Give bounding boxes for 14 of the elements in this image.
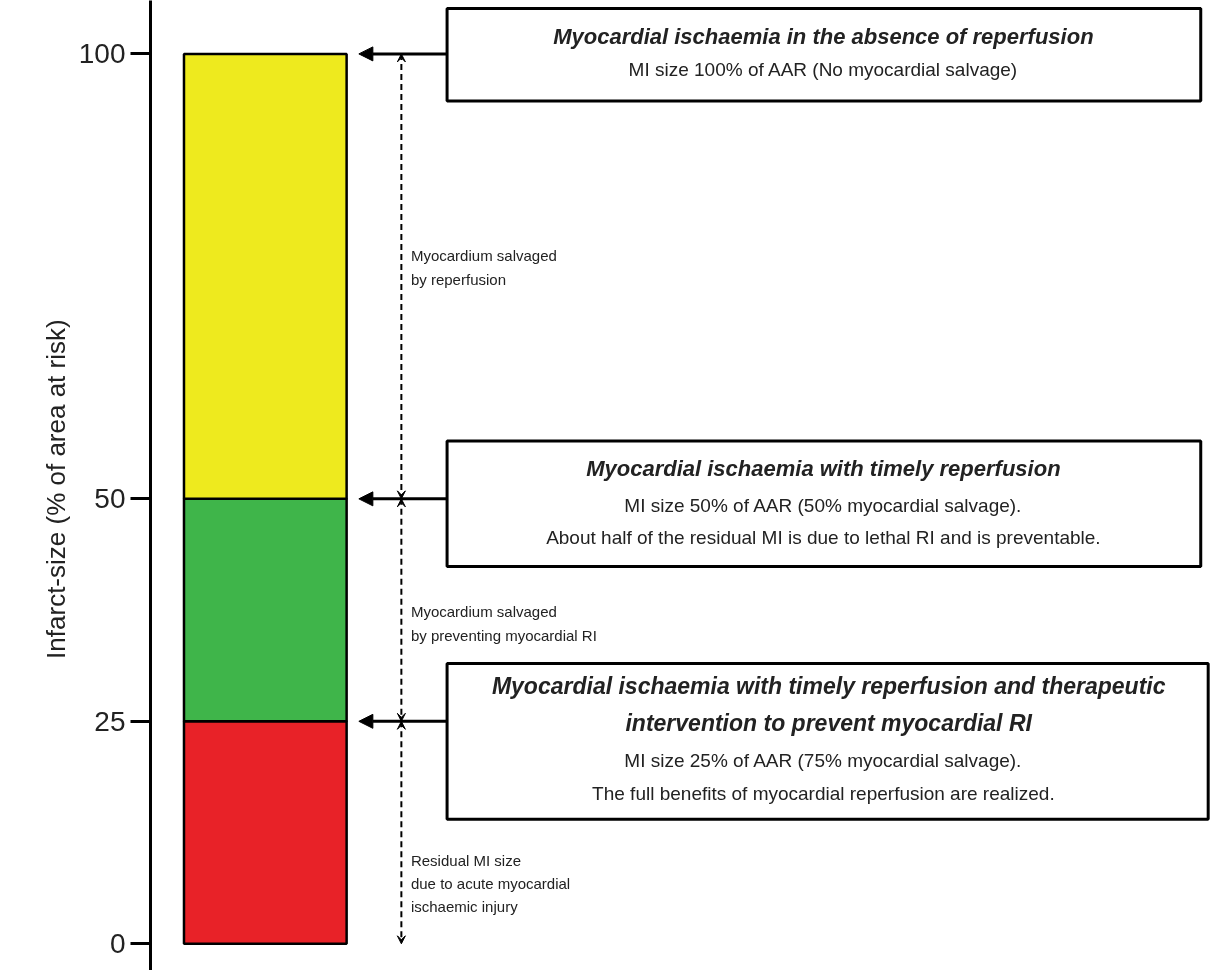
text: Myocardial ischaemia in the absence of reperfusion [553, 23, 1094, 49]
text: MI size 25% of AAR (75% myocardial salvage). The full benefits of myocardial reperfusion are realized. [592, 749, 1055, 804]
text: Myocardium salvaged by reperfusion [410, 247, 557, 288]
text: MI size 100% of AAR (No myocardial salvage) [628, 59, 1018, 81]
text: Myocardial ischaemia with timely reperfusion and therapeutic intervention to prevent myocardial RI [491, 672, 1166, 737]
y-tick-label: 25 [94, 705, 126, 737]
text: Myocardial ischaemia with timely reperfusion [586, 456, 1061, 482]
y-tick-label: 50 [94, 483, 126, 515]
y-tick-label: 100 [78, 38, 126, 70]
text: Myocardium salvaged by preventing myocardial RI [410, 603, 597, 644]
y-tick-label: 0 [109, 928, 126, 960]
text: MI size 50% of AAR (50% myocardial salvage). About half of the residual MI is due to lethal RI and is preventable. [546, 494, 1101, 548]
text: Residual MI size due to acute myocardial ischaemic injury [410, 851, 571, 915]
y-axis-title: Infarct-size (% of area at risk) [40, 319, 71, 659]
